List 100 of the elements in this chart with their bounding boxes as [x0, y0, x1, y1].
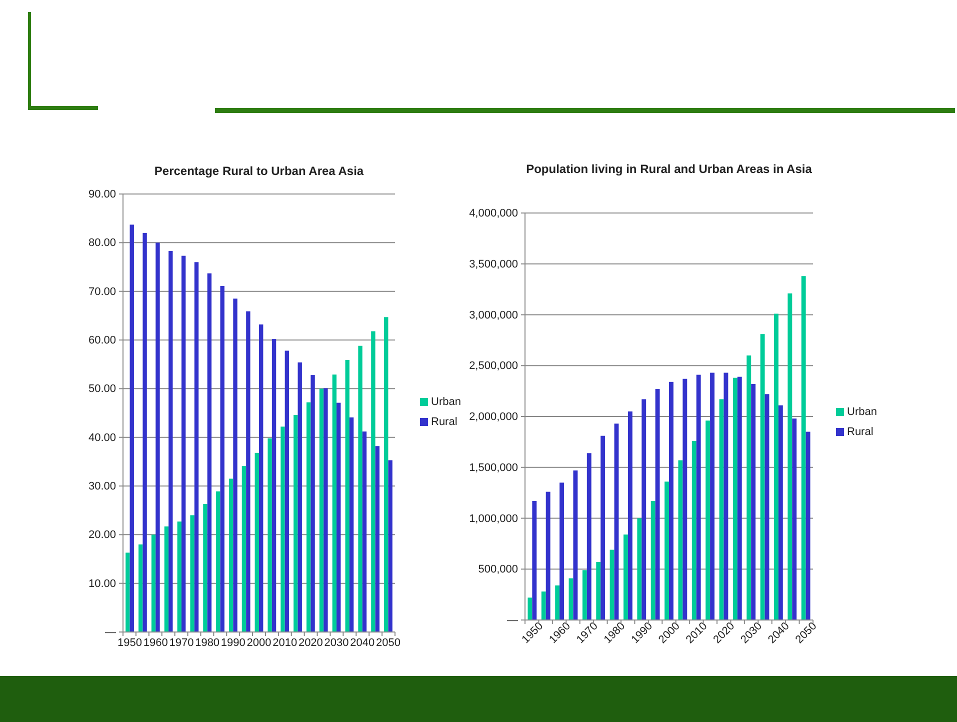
x-tick-label: 1960 [143, 636, 168, 649]
y-tick-label: 3,500,000 [469, 258, 518, 270]
bar [696, 374, 701, 620]
y-tick-label: — [507, 614, 518, 627]
bar [650, 500, 656, 620]
bar [126, 552, 130, 632]
bar [164, 526, 169, 632]
y-tick-label: 70.00 [88, 286, 116, 298]
y-tick-label: 2,000,000 [469, 411, 518, 424]
bar [242, 466, 246, 632]
y-tick-label: 2,500,000 [469, 360, 518, 372]
bar [272, 339, 276, 632]
bar [788, 293, 792, 620]
bar [560, 482, 564, 620]
bar [190, 515, 194, 632]
bar [254, 452, 259, 632]
bar [203, 504, 208, 632]
bar [142, 232, 147, 632]
bar [332, 374, 337, 632]
bar [220, 286, 224, 632]
bar [724, 372, 728, 620]
bar [586, 453, 592, 620]
legend-label: Rural [847, 426, 874, 438]
bar [177, 522, 182, 632]
bar [284, 350, 290, 632]
bar [555, 585, 560, 620]
x-tick-label: 2030 [324, 636, 349, 649]
bar [600, 436, 606, 620]
bar [528, 598, 532, 620]
bar [610, 550, 614, 620]
bar [194, 262, 199, 632]
bar [310, 375, 315, 632]
bar [298, 362, 302, 632]
y-tick-label: 60.00 [88, 334, 116, 347]
bar [801, 276, 806, 620]
bar [130, 224, 134, 632]
y-tick-label: 1,500,000 [469, 462, 518, 474]
bar [541, 592, 546, 620]
bar [614, 424, 619, 620]
bar [760, 334, 765, 620]
bar [151, 534, 156, 632]
bar [306, 402, 311, 632]
y-tick-label: 80.00 [88, 237, 116, 250]
bar [806, 432, 810, 620]
y-tick-label: 4,000,000 [469, 208, 518, 220]
bar [624, 534, 628, 620]
bar [764, 394, 770, 620]
bar [532, 500, 537, 620]
bar [774, 314, 778, 620]
bar [678, 460, 683, 620]
y-tick-label: 500,000 [478, 564, 518, 576]
x-tick-label: 1950 [118, 636, 142, 649]
bar [582, 570, 587, 620]
bar [371, 331, 376, 632]
y-tick-label: 90.00 [88, 188, 116, 201]
bar [156, 242, 160, 632]
bar [596, 562, 601, 620]
bar [751, 384, 756, 620]
bar [319, 388, 324, 632]
legend-label: Rural [431, 416, 458, 428]
y-tick-label: 3,000,000 [469, 309, 518, 322]
bar [246, 311, 250, 632]
bar [706, 420, 710, 620]
bar [294, 414, 298, 632]
bar [345, 360, 350, 632]
bar [375, 446, 380, 632]
bar [573, 470, 578, 620]
x-tick-label: 2000 [246, 636, 272, 649]
bar [362, 431, 367, 632]
y-tick-label: 1,000,000 [469, 512, 518, 525]
bar [637, 518, 642, 620]
bar [546, 492, 550, 620]
x-tick-label: 1970 [169, 636, 194, 649]
bar [280, 426, 285, 632]
legend-label: Urban [847, 406, 877, 418]
bar [259, 324, 264, 632]
y-tick-label: 50.00 [88, 383, 116, 396]
bar [628, 411, 632, 620]
y-tick-label: 20.00 [88, 529, 116, 542]
x-tick-label: 2050 [376, 636, 400, 649]
legend-label: Urban [431, 396, 461, 408]
bar [336, 402, 341, 632]
y-tick-label: 30.00 [88, 480, 116, 493]
y-tick-label: 10.00 [88, 578, 116, 590]
bar [719, 399, 724, 620]
bar [710, 372, 714, 620]
x-tick-label: 1980 [195, 636, 220, 649]
x-tick-label: 2040 [350, 636, 375, 649]
bar [268, 438, 272, 632]
bar [388, 460, 392, 632]
bar [682, 378, 688, 620]
bar [181, 256, 186, 632]
bar [216, 491, 220, 632]
bar [358, 346, 362, 632]
bar [655, 389, 660, 620]
x-tick-label: 2010 [272, 636, 298, 649]
y-tick-label: 40.00 [88, 432, 116, 444]
y-tick-label: — [105, 626, 116, 639]
bar [384, 317, 388, 632]
bar [138, 544, 143, 632]
